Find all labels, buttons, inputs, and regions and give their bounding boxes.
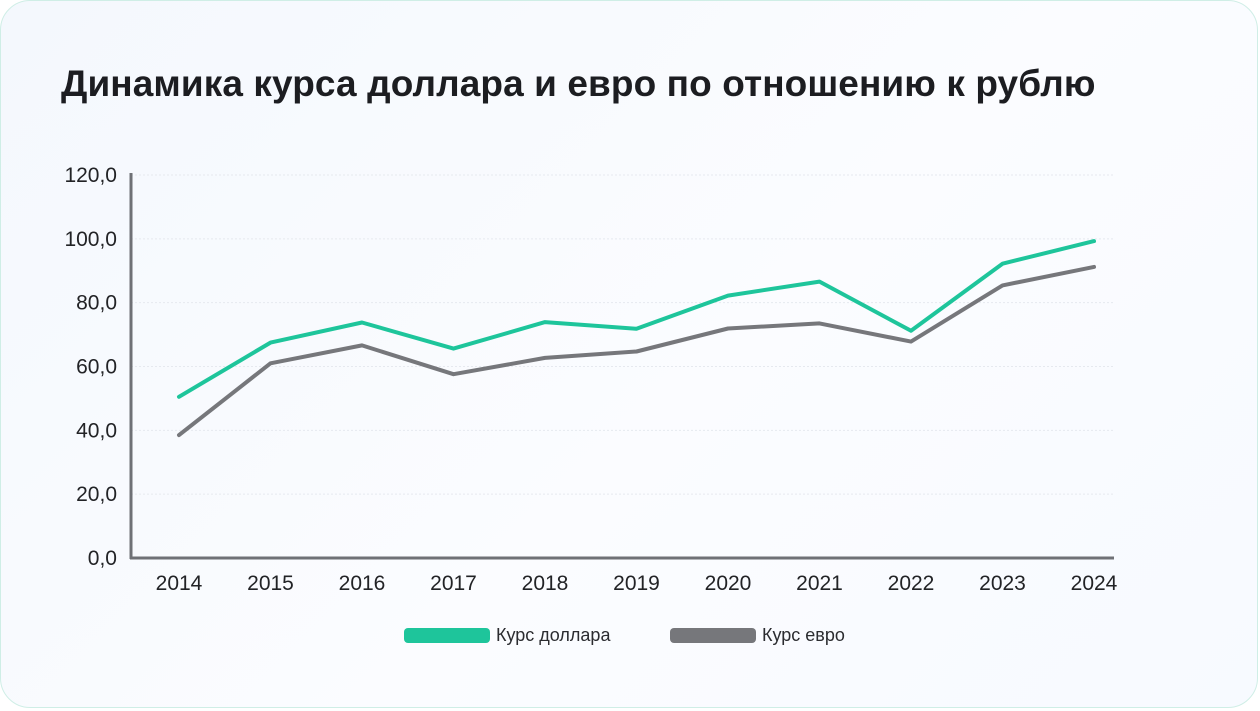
legend-swatch-dollar bbox=[404, 627, 490, 643]
series-lines bbox=[177, 239, 1096, 438]
legend-item-dollar: Курс доллара bbox=[404, 623, 610, 647]
legend-label-euro: Курс евро bbox=[762, 624, 845, 645]
x-tick-label: 2016 bbox=[339, 572, 386, 595]
x-tick-label: 2020 bbox=[705, 572, 752, 595]
x-tick-label: 2023 bbox=[979, 572, 1026, 595]
y-tick-label: 20,0 bbox=[76, 483, 117, 506]
axes bbox=[129, 173, 1114, 560]
y-tick-label: 0,0 bbox=[88, 547, 117, 570]
x-tick-label: 2021 bbox=[796, 572, 843, 595]
x-tick-label: 2017 bbox=[430, 572, 477, 595]
y-tick-label: 40,0 bbox=[76, 419, 117, 442]
x-tick-label: 2015 bbox=[247, 572, 294, 595]
x-tick-label: 2014 bbox=[156, 572, 203, 595]
legend-label-dollar: Курс доллара bbox=[496, 624, 611, 645]
y-tick-label: 60,0 bbox=[76, 356, 117, 379]
chart-title: Динамика курса доллара и евро по отношен… bbox=[61, 63, 1096, 104]
x-tick-label: 2022 bbox=[888, 572, 935, 595]
series-line-euro bbox=[177, 264, 1096, 438]
x-tick-label: 2024 bbox=[1071, 572, 1118, 595]
legend-swatch-euro bbox=[670, 627, 756, 643]
x-tick-label: 2019 bbox=[613, 572, 660, 595]
y-tick-label: 100,0 bbox=[64, 228, 117, 251]
x-tick-labels: 2014 2015 2016 2017 2018 2019 2020 2021 2022 2023… bbox=[156, 572, 1118, 595]
y-tick-label: 80,0 bbox=[76, 292, 117, 315]
y-tick-label: 120,0 bbox=[64, 164, 117, 187]
series-line-dollar bbox=[177, 239, 1096, 399]
x-tick-label: 2018 bbox=[522, 572, 569, 595]
gridlines bbox=[131, 174, 1114, 495]
y-tick-labels: 0,0 20,0 40,0 60,0 80,0 100,0 120,0 bbox=[64, 164, 117, 570]
legend-item-euro: Курс евро bbox=[670, 623, 845, 647]
legend: Курс доллара Курс евро bbox=[1, 623, 1260, 647]
